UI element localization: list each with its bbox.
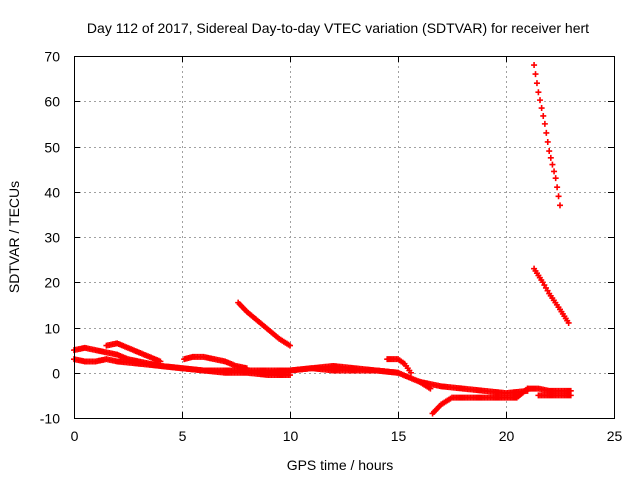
series-arc-7 [384, 356, 414, 376]
data-point [157, 358, 164, 365]
data-point [549, 161, 556, 168]
y-ticks: -10 0 10 20 30 40 50 60 70 [40, 49, 614, 427]
series-arc-9 [429, 385, 531, 417]
series-arc-6 [265, 362, 401, 376]
x-tick-label: 25 [607, 428, 623, 444]
series-arc-10 [524, 385, 574, 394]
y-tick-label: 70 [44, 49, 60, 65]
x-tick-label: 0 [71, 428, 79, 444]
series-arc-5 [235, 299, 293, 349]
x-tick-label: 5 [179, 428, 187, 444]
data-point [565, 319, 572, 326]
data-point [554, 184, 561, 191]
series-arc-8 [416, 378, 531, 397]
y-tick-label: 40 [44, 185, 60, 201]
data-point [395, 369, 401, 376]
data-point [532, 71, 539, 78]
x-axis-label: GPS time / hours [287, 457, 394, 473]
grid [74, 56, 614, 418]
y-tick-label: 0 [52, 366, 60, 382]
x-ticks: 0 5 10 15 20 25 [71, 56, 623, 444]
data-point [537, 97, 544, 104]
y-tick-label: 30 [44, 230, 60, 246]
y-axis-label: SDTVAR / TECUs [6, 181, 22, 293]
data-points [71, 62, 574, 417]
y-tick-label: 20 [44, 275, 60, 291]
series-arc-12 [531, 62, 563, 209]
series-arc-11 [535, 392, 574, 399]
data-point [546, 148, 553, 155]
data-point [543, 129, 550, 136]
data-point [551, 168, 558, 175]
data-point [547, 154, 554, 161]
data-point [557, 202, 563, 209]
y-tick-label: 10 [44, 321, 60, 337]
x-tick-label: 15 [391, 428, 407, 444]
series-arc-4 [181, 353, 250, 372]
data-point [531, 62, 538, 69]
data-point [540, 112, 547, 119]
data-point [555, 193, 562, 200]
data-point [287, 342, 293, 349]
data-point [533, 80, 540, 87]
data-point [541, 120, 548, 127]
x-tick-label: 20 [499, 428, 515, 444]
series-arc-13 [531, 265, 572, 326]
data-point [552, 175, 559, 182]
data-point [243, 365, 250, 372]
data-point [538, 105, 545, 112]
x-tick-label: 10 [283, 428, 299, 444]
chart-title: Day 112 of 2017, Sidereal Day-to-day VTE… [87, 20, 589, 36]
data-point [407, 369, 414, 376]
y-tick-label: -10 [40, 411, 60, 427]
y-tick-label: 50 [44, 140, 60, 156]
y-tick-label: 60 [44, 94, 60, 110]
series-arc-3 [103, 340, 164, 365]
data-point [567, 392, 574, 399]
data-point [544, 138, 551, 145]
data-point [535, 89, 542, 96]
